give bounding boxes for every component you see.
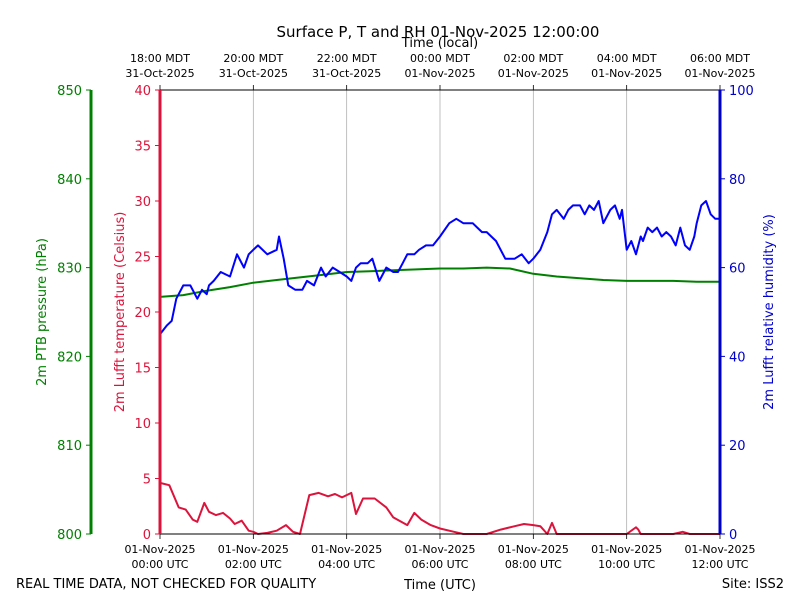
x-tick-label-top-time: 22:00 MDT bbox=[317, 52, 377, 65]
pressure-tick-label: 820 bbox=[57, 350, 82, 365]
x-tick-label-top-date: 01-Nov-2025 bbox=[684, 67, 755, 80]
grid bbox=[252, 90, 628, 534]
x-tick-label-top-time: 18:00 MDT bbox=[130, 52, 190, 65]
pressure-tick-label: 840 bbox=[57, 173, 82, 188]
site-label: Site: ISS2 bbox=[722, 577, 784, 592]
pressure-axis-title: 2m PTB pressure (hPa) bbox=[35, 238, 50, 386]
humidity-tick-label: 80 bbox=[729, 173, 746, 188]
x-tick-label-bottom-date: 01-Nov-2025 bbox=[591, 543, 662, 556]
temperature-tick-label: 25 bbox=[134, 251, 151, 266]
humidity-tick-label: 60 bbox=[729, 262, 746, 277]
pressure-tick-label: 800 bbox=[57, 528, 82, 543]
x-tick-label-bottom-time: 00:00 UTC bbox=[131, 558, 188, 571]
pressure-tick-label: 810 bbox=[57, 439, 82, 454]
x-tick-label-top-date: 31-Oct-2025 bbox=[219, 67, 288, 80]
x-tick-label-top-time: 20:00 MDT bbox=[223, 52, 283, 65]
top-axis-label: Time (local) bbox=[401, 36, 478, 51]
temperature-tick-label: 5 bbox=[143, 473, 151, 488]
humidity-axis-title: 2m Lufft relative humidity (%) bbox=[762, 214, 777, 410]
temperature-tick-label: 40 bbox=[134, 84, 151, 99]
x-tick-label-bottom-time: 06:00 UTC bbox=[411, 558, 468, 571]
humidity-tick-label: 0 bbox=[729, 528, 737, 543]
pressure-tick-label: 830 bbox=[57, 262, 82, 277]
x-tick-label-bottom-date: 01-Nov-2025 bbox=[218, 543, 289, 556]
humidity-tick-label: 20 bbox=[729, 439, 746, 454]
chart-title: Surface P, T and RH 01-Nov-2025 12:00:00 bbox=[277, 23, 600, 41]
x-tick-label-top-date: 01-Nov-2025 bbox=[404, 67, 475, 80]
temperature-tick-label: 10 bbox=[134, 417, 151, 432]
x-tick-label-top-time: 04:00 MDT bbox=[597, 52, 657, 65]
pressure-tick-label: 850 bbox=[57, 84, 82, 99]
x-tick-label-bottom-time: 02:00 UTC bbox=[225, 558, 282, 571]
temperature-tick-label: 30 bbox=[134, 195, 151, 210]
x-tick-label-bottom-time: 10:00 UTC bbox=[598, 558, 655, 571]
x-tick-label-top-time: 06:00 MDT bbox=[690, 52, 750, 65]
x-tick-label-top-date: 01-Nov-2025 bbox=[591, 67, 662, 80]
x-tick-label-bottom-date: 01-Nov-2025 bbox=[498, 543, 569, 556]
bottom-axis-label: Time (UTC) bbox=[403, 578, 476, 593]
humidity-series-line bbox=[159, 200, 720, 335]
x-tick-label-bottom-date: 01-Nov-2025 bbox=[684, 543, 755, 556]
x-tick-label-top-date: 31-Oct-2025 bbox=[125, 67, 194, 80]
x-tick-label-bottom-time: 04:00 UTC bbox=[318, 558, 375, 571]
x-tick-label-bottom-time: 08:00 UTC bbox=[505, 558, 562, 571]
temperature-tick-label: 0 bbox=[143, 528, 151, 543]
temperature-tick-label: 35 bbox=[134, 140, 151, 155]
temperature-tick-label: 20 bbox=[134, 306, 151, 321]
humidity-tick-label: 100 bbox=[729, 84, 754, 99]
quality-disclaimer: REAL TIME DATA, NOT CHECKED FOR QUALITY bbox=[16, 577, 316, 592]
x-tick-label-top-date: 01-Nov-2025 bbox=[498, 67, 569, 80]
tick-labels: 01-Nov-2025 00:00 UTC 18:00 MDT 31-Oct-2025… bbox=[57, 52, 755, 571]
pressure-series-line bbox=[159, 266, 720, 298]
x-tick-label-bottom-date: 01-Nov-2025 bbox=[404, 543, 475, 556]
x-tick-label-bottom-time: 12:00 UTC bbox=[691, 558, 748, 571]
temperature-tick-label: 15 bbox=[134, 362, 151, 377]
humidity-tick-label: 40 bbox=[729, 350, 746, 365]
axes bbox=[86, 85, 725, 539]
x-tick-label-top-date: 31-Oct-2025 bbox=[312, 67, 381, 80]
x-tick-label-top-time: 00:00 MDT bbox=[410, 52, 470, 65]
x-tick-label-bottom-date: 01-Nov-2025 bbox=[124, 543, 195, 556]
x-tick-label-bottom-date: 01-Nov-2025 bbox=[311, 543, 382, 556]
temperature-axis-title: 2m Lufft temperature (Celsius) bbox=[113, 212, 128, 413]
x-tick-label-top-time: 02:00 MDT bbox=[503, 52, 563, 65]
